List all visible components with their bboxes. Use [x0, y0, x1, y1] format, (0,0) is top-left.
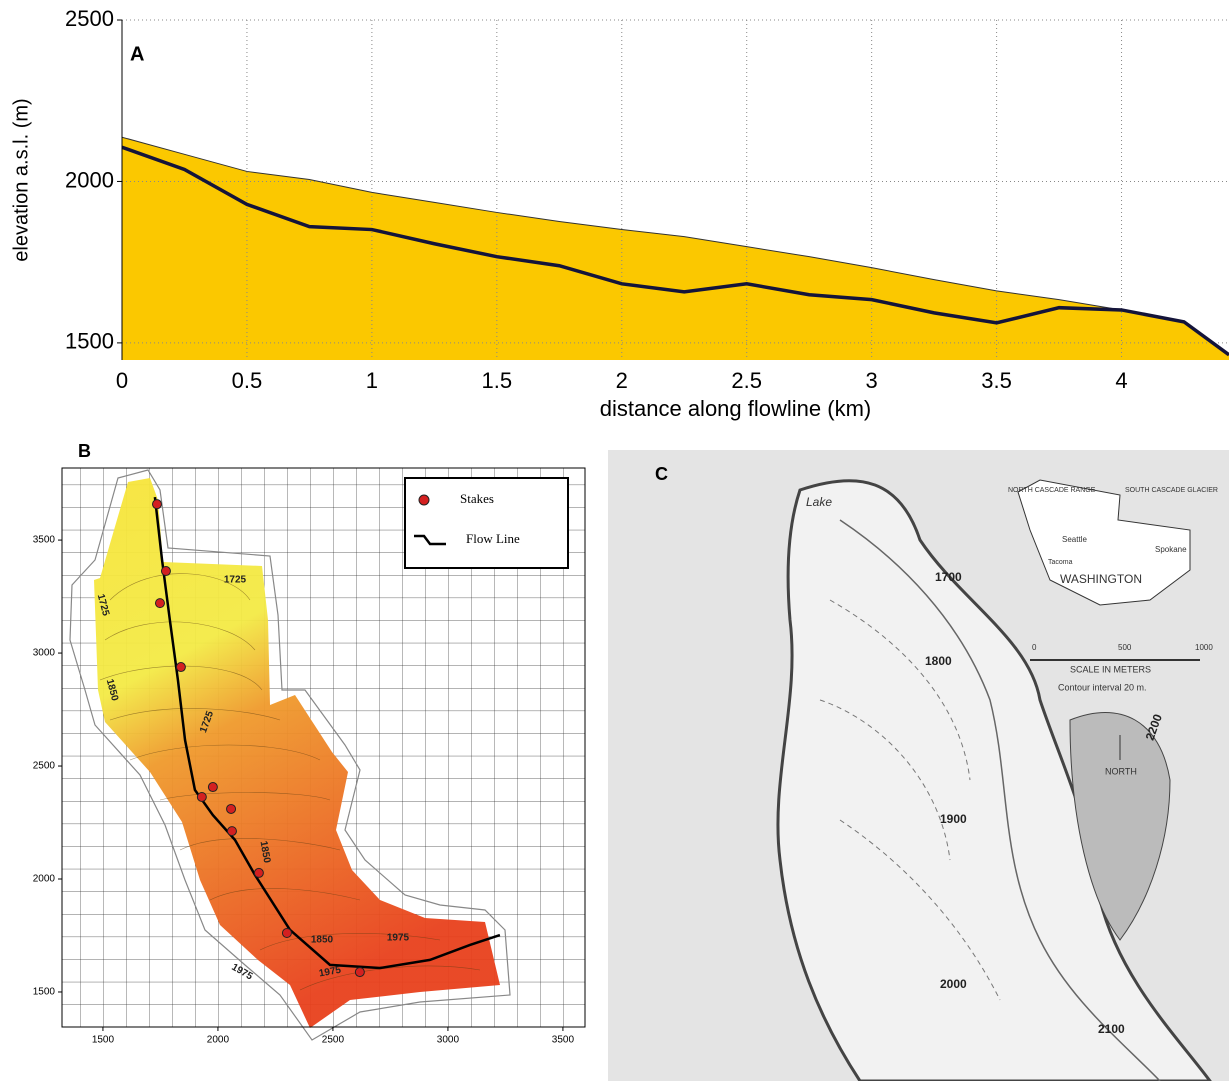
glacier-outline-c	[776, 479, 1212, 1081]
x-tick-label: 0	[116, 368, 128, 393]
x-tick-label: 3000	[437, 1035, 460, 1046]
y-tick-label: 2000	[33, 874, 56, 885]
panel-label: B	[78, 441, 91, 461]
x-tick-label: 1500	[92, 1035, 115, 1046]
x-tick-label: 1.5	[482, 368, 513, 393]
y-tick-label: 2000	[65, 167, 114, 192]
stake-point	[160, 566, 171, 577]
stake-point	[226, 826, 237, 837]
panel-b-background	[61, 467, 586, 1041]
contour-label: 2000	[940, 977, 967, 991]
y-tick-label: 3500	[33, 535, 56, 546]
ridge	[1069, 712, 1171, 941]
contour-label: 2100	[1098, 1022, 1125, 1036]
contour-label: 1850	[258, 840, 273, 864]
x-tick-label: 4	[1115, 368, 1127, 393]
panel-c: C Lake NORTH CASCADE RANGE SOUTH CASCADE…	[608, 450, 1229, 1081]
legend-box	[404, 477, 569, 569]
y-tick-label: 1500	[33, 987, 56, 998]
panel-label: A	[130, 43, 144, 65]
x-tick-label: 3	[866, 368, 878, 393]
area-fill	[122, 137, 1229, 360]
contour-label: 1700	[935, 570, 962, 584]
map-contour	[819, 599, 1001, 1001]
stake-point	[154, 598, 165, 609]
scale-tick: 500	[1118, 643, 1132, 652]
x-tick-label: 2.5	[731, 368, 762, 393]
map-text: Contour interval 20 m.	[1058, 682, 1147, 692]
y-tick-label: 1500	[65, 329, 114, 354]
map-text: Lake	[806, 495, 832, 509]
legend-label: Flow Line	[466, 531, 520, 546]
y-tick-label: 3000	[33, 648, 56, 659]
glacier-outline	[69, 469, 511, 1041]
map-text: Tacoma	[1048, 559, 1073, 566]
contour-lines	[99, 573, 481, 991]
stake-point	[151, 499, 162, 510]
flow-line	[153, 497, 501, 970]
map-contour	[839, 519, 1161, 1081]
x-tick-label: 3500	[552, 1035, 575, 1046]
map-text: NORTH CASCADE RANGE	[1008, 487, 1096, 494]
plot-frame	[61, 467, 586, 1028]
map-text: SCALE IN METERS	[1070, 664, 1151, 674]
x-tick-label: 1	[366, 368, 378, 393]
contour-label: 1975	[387, 933, 410, 944]
contour-label: 1900	[940, 812, 967, 826]
glacier-surface	[94, 478, 500, 1028]
x-tick-label: 2000	[207, 1035, 230, 1046]
contour-label: 1975	[318, 965, 342, 980]
map-text: SOUTH CASCADE GLACIER	[1125, 487, 1218, 494]
x-tick-label: 2	[616, 368, 628, 393]
state-map	[1017, 479, 1191, 606]
contour-label: 1725	[224, 575, 247, 586]
stake-point	[207, 782, 218, 793]
bed-line	[121, 145, 1229, 357]
contour-label: 1850	[311, 935, 334, 946]
contour-label: 1800	[925, 654, 952, 668]
stake-point	[226, 803, 237, 814]
stake-point	[196, 791, 207, 802]
map-text: Spokane	[1155, 545, 1187, 554]
map-text: NORTH	[1105, 766, 1137, 776]
chart-0: 1500 2000 2500 0 0.5 1 1.5 2 2.5 3 3.5 4 distance al…	[10, 6, 1229, 421]
x-tick-label: 2500	[322, 1035, 345, 1046]
map-text: Seattle	[1062, 535, 1087, 544]
panel-label: C	[655, 464, 668, 484]
y-tick-label: 2500	[33, 761, 56, 772]
surface-line	[121, 136, 1229, 356]
stake-point	[281, 928, 292, 939]
scale-tick: 0	[1032, 643, 1037, 652]
map-text: WASHINGTON	[1060, 572, 1142, 586]
legend-marker	[418, 494, 430, 506]
legend-label: Stakes	[460, 491, 494, 506]
x-tick-label: 3.5	[981, 368, 1012, 393]
y-axis-label: elevation a.s.l. (m)	[10, 98, 32, 261]
stake-point	[253, 867, 264, 878]
y-tick-label: 2500	[65, 6, 114, 31]
legend-line	[414, 534, 446, 546]
stake-point	[354, 967, 365, 978]
x-tick-label: 0.5	[232, 368, 263, 393]
stake-point	[175, 662, 186, 673]
x-axis-label: distance along flowline (km)	[600, 396, 871, 421]
scale-tick: 1000	[1195, 643, 1213, 652]
